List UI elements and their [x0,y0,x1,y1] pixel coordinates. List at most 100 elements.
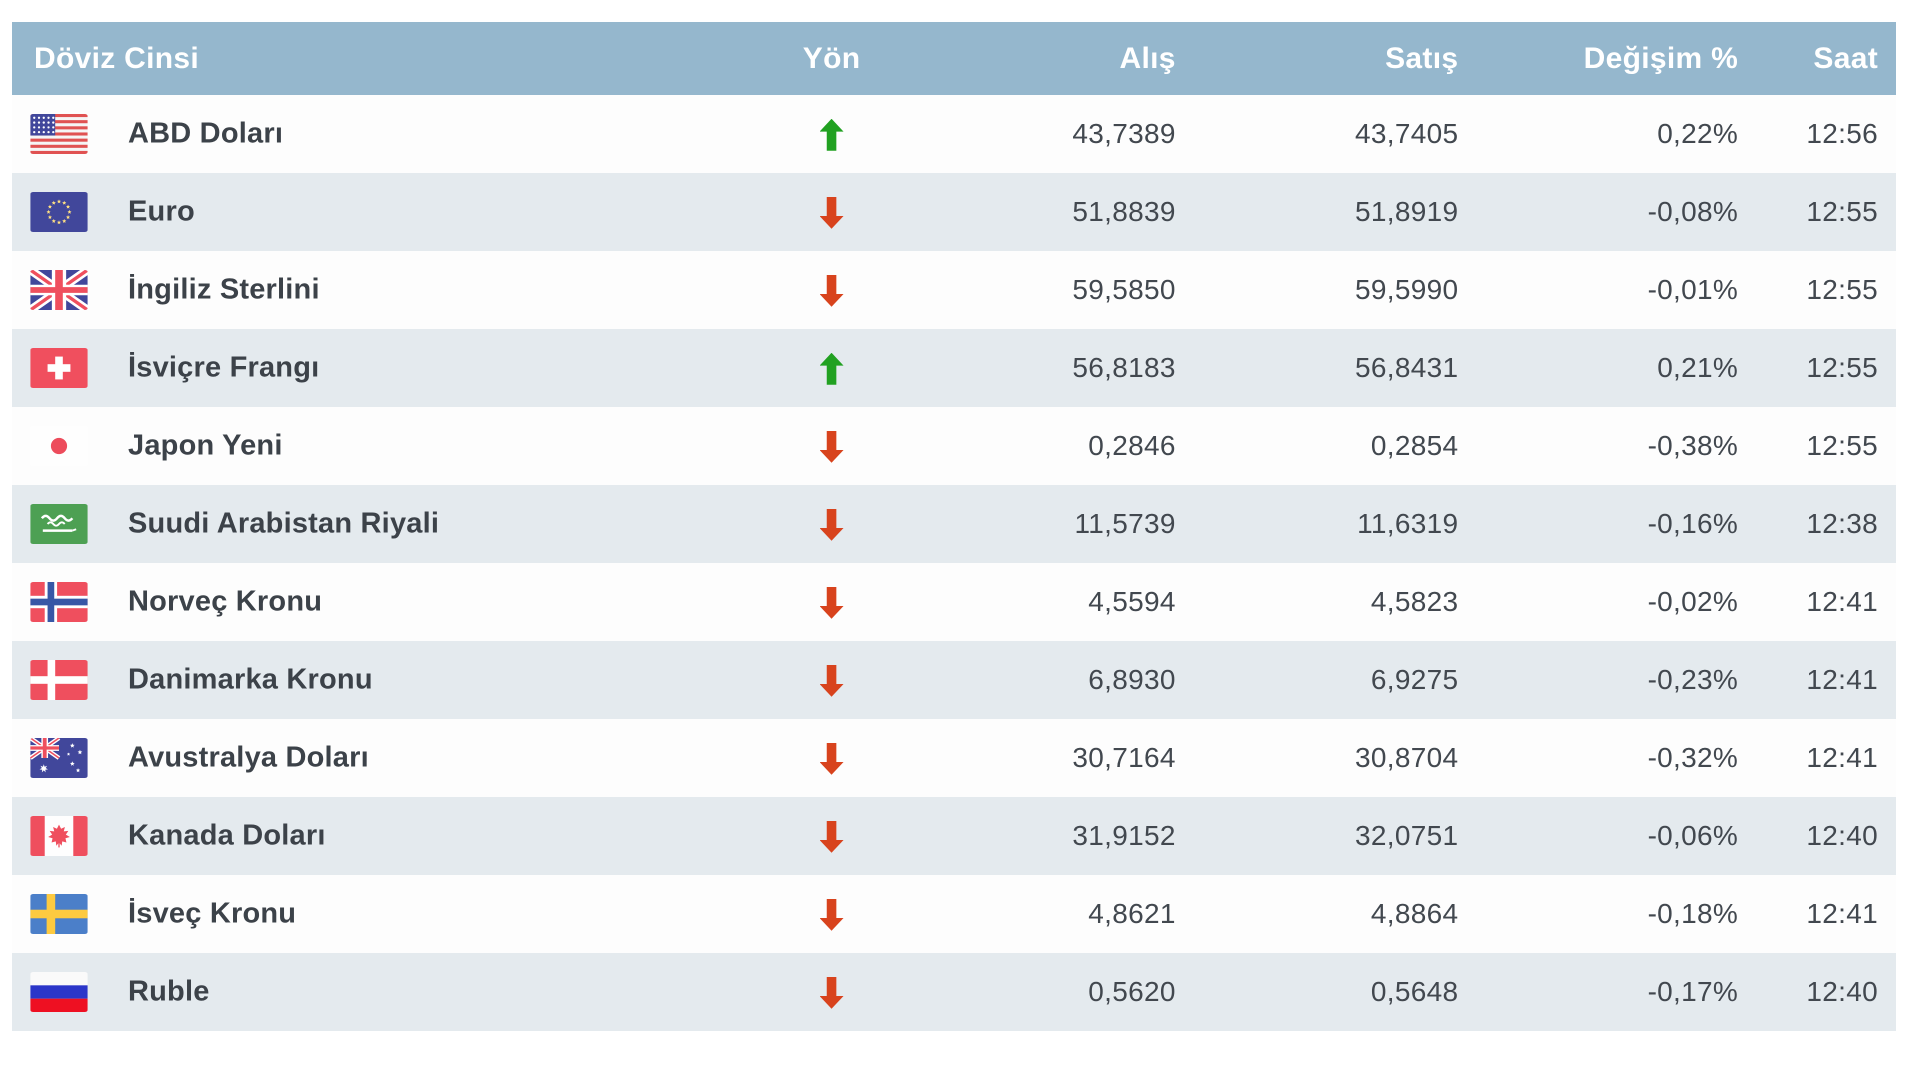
flag-icon-dk [30,660,88,700]
currency-cell: Ruble [12,953,710,1031]
table-row[interactable]: İsveç Kronu 4,8621 4,8864 -0,18% 12:41 [12,875,1896,953]
buy-value: 11,5739 [954,485,1218,563]
buy-value: 6,8930 [954,641,1218,719]
time-value: 12:55 [1764,407,1896,485]
down-arrow-icon [819,196,844,229]
column-header-buy: Alış [954,22,1218,95]
flag-icon-se [30,894,88,934]
table-header: Döviz Cinsi Yön Alış Satış Değişim % Saa… [12,22,1896,95]
down-arrow-icon [819,976,844,1009]
column-header-time: Saat [1764,22,1896,95]
table-row[interactable]: Norveç Kronu 4,5594 4,5823 -0,02% 12:41 [12,563,1896,641]
change-value: -0,02% [1500,563,1765,641]
time-value: 12:56 [1764,95,1896,173]
sell-value: 59,5990 [1217,251,1501,329]
page: Döviz Cinsi Yön Alış Satış Değişim % Saa… [12,22,1896,1031]
buy-value: 4,5594 [954,563,1218,641]
currency-cell: ABD Doları [12,95,710,173]
flag-icon-au [30,738,88,778]
time-value: 12:41 [1764,563,1896,641]
sell-value: 11,6319 [1217,485,1501,563]
header-row: Döviz Cinsi Yön Alış Satış Değişim % Saa… [12,22,1896,95]
direction-cell [709,641,954,719]
currency-name: İsviçre Frangı [128,351,320,384]
currency-name: Norveç Kronu [128,585,323,618]
time-value: 12:55 [1764,173,1896,251]
change-value: 0,21% [1500,329,1765,407]
down-arrow-icon [819,742,844,775]
buy-value: 56,8183 [954,329,1218,407]
direction-cell [709,95,954,173]
down-arrow-icon [819,898,844,931]
change-value: -0,18% [1500,875,1765,953]
change-value: -0,16% [1500,485,1765,563]
sell-value: 51,8919 [1217,173,1501,251]
table-row[interactable]: Kanada Doları 31,9152 32,0751 -0,06% 12:… [12,797,1896,875]
down-arrow-icon [819,274,844,307]
time-value: 12:55 [1764,329,1896,407]
sell-value: 0,5648 [1217,953,1501,1031]
sell-value: 4,5823 [1217,563,1501,641]
currency-name: Avustralya Doları [128,741,369,774]
time-value: 12:40 [1764,953,1896,1031]
table-row[interactable]: İsviçre Frangı 56,8183 56,8431 0,21% 12:… [12,329,1896,407]
time-value: 12:38 [1764,485,1896,563]
sell-value: 32,0751 [1217,797,1501,875]
currency-name: Danimarka Kronu [128,663,373,696]
change-value: 0,22% [1500,95,1765,173]
sell-value: 56,8431 [1217,329,1501,407]
flag-icon-sa [30,504,88,544]
currency-table: Döviz Cinsi Yön Alış Satış Değişim % Saa… [12,22,1896,1031]
table-row[interactable]: Avustralya Doları 30,7164 30,8704 -0,32%… [12,719,1896,797]
direction-cell [709,875,954,953]
buy-value: 30,7164 [954,719,1218,797]
flag-icon-us [30,114,88,154]
down-arrow-icon [819,508,844,541]
time-value: 12:41 [1764,875,1896,953]
direction-cell [709,173,954,251]
flag-icon-eu [30,192,88,232]
column-header-direction: Yön [709,22,954,95]
down-arrow-icon [819,430,844,463]
change-value: -0,08% [1500,173,1765,251]
direction-cell [709,797,954,875]
direction-cell [709,563,954,641]
table-row[interactable]: Danimarka Kronu 6,8930 6,9275 -0,23% 12:… [12,641,1896,719]
table-row[interactable]: Suudi Arabistan Riyali 11,5739 11,6319 -… [12,485,1896,563]
currency-cell: İsviçre Frangı [12,329,710,407]
change-value: -0,17% [1500,953,1765,1031]
table-row[interactable]: Japon Yeni 0,2846 0,2854 -0,38% 12:55 [12,407,1896,485]
flag-icon-gb [30,270,88,310]
buy-value: 31,9152 [954,797,1218,875]
down-arrow-icon [819,820,844,853]
flag-icon-ca [30,816,88,856]
up-arrow-icon [819,118,844,151]
buy-value: 4,8621 [954,875,1218,953]
column-header-currency: Döviz Cinsi [12,22,710,95]
table-row[interactable]: İngiliz Sterlini 59,5850 59,5990 -0,01% … [12,251,1896,329]
buy-value: 0,5620 [954,953,1218,1031]
sell-value: 0,2854 [1217,407,1501,485]
buy-value: 51,8839 [954,173,1218,251]
sell-value: 30,8704 [1217,719,1501,797]
direction-cell [709,719,954,797]
time-value: 12:55 [1764,251,1896,329]
currency-cell: Avustralya Doları [12,719,710,797]
buy-value: 0,2846 [954,407,1218,485]
currency-cell: Japon Yeni [12,407,710,485]
up-arrow-icon [819,352,844,385]
currency-name: Ruble [128,975,210,1008]
down-arrow-icon [819,586,844,619]
currency-name: Japon Yeni [128,429,283,462]
buy-value: 43,7389 [954,95,1218,173]
direction-cell [709,329,954,407]
currency-cell: İsveç Kronu [12,875,710,953]
currency-name: Suudi Arabistan Riyali [128,507,440,540]
currency-table-body: ABD Doları 43,7389 43,7405 0,22% 12:56 E… [12,95,1896,1031]
table-row[interactable]: ABD Doları 43,7389 43,7405 0,22% 12:56 [12,95,1896,173]
change-value: -0,01% [1500,251,1765,329]
currency-name: ABD Doları [128,117,284,150]
table-row[interactable]: Euro 51,8839 51,8919 -0,08% 12:55 [12,173,1896,251]
table-row[interactable]: Ruble 0,5620 0,5648 -0,17% 12:40 [12,953,1896,1031]
buy-value: 59,5850 [954,251,1218,329]
